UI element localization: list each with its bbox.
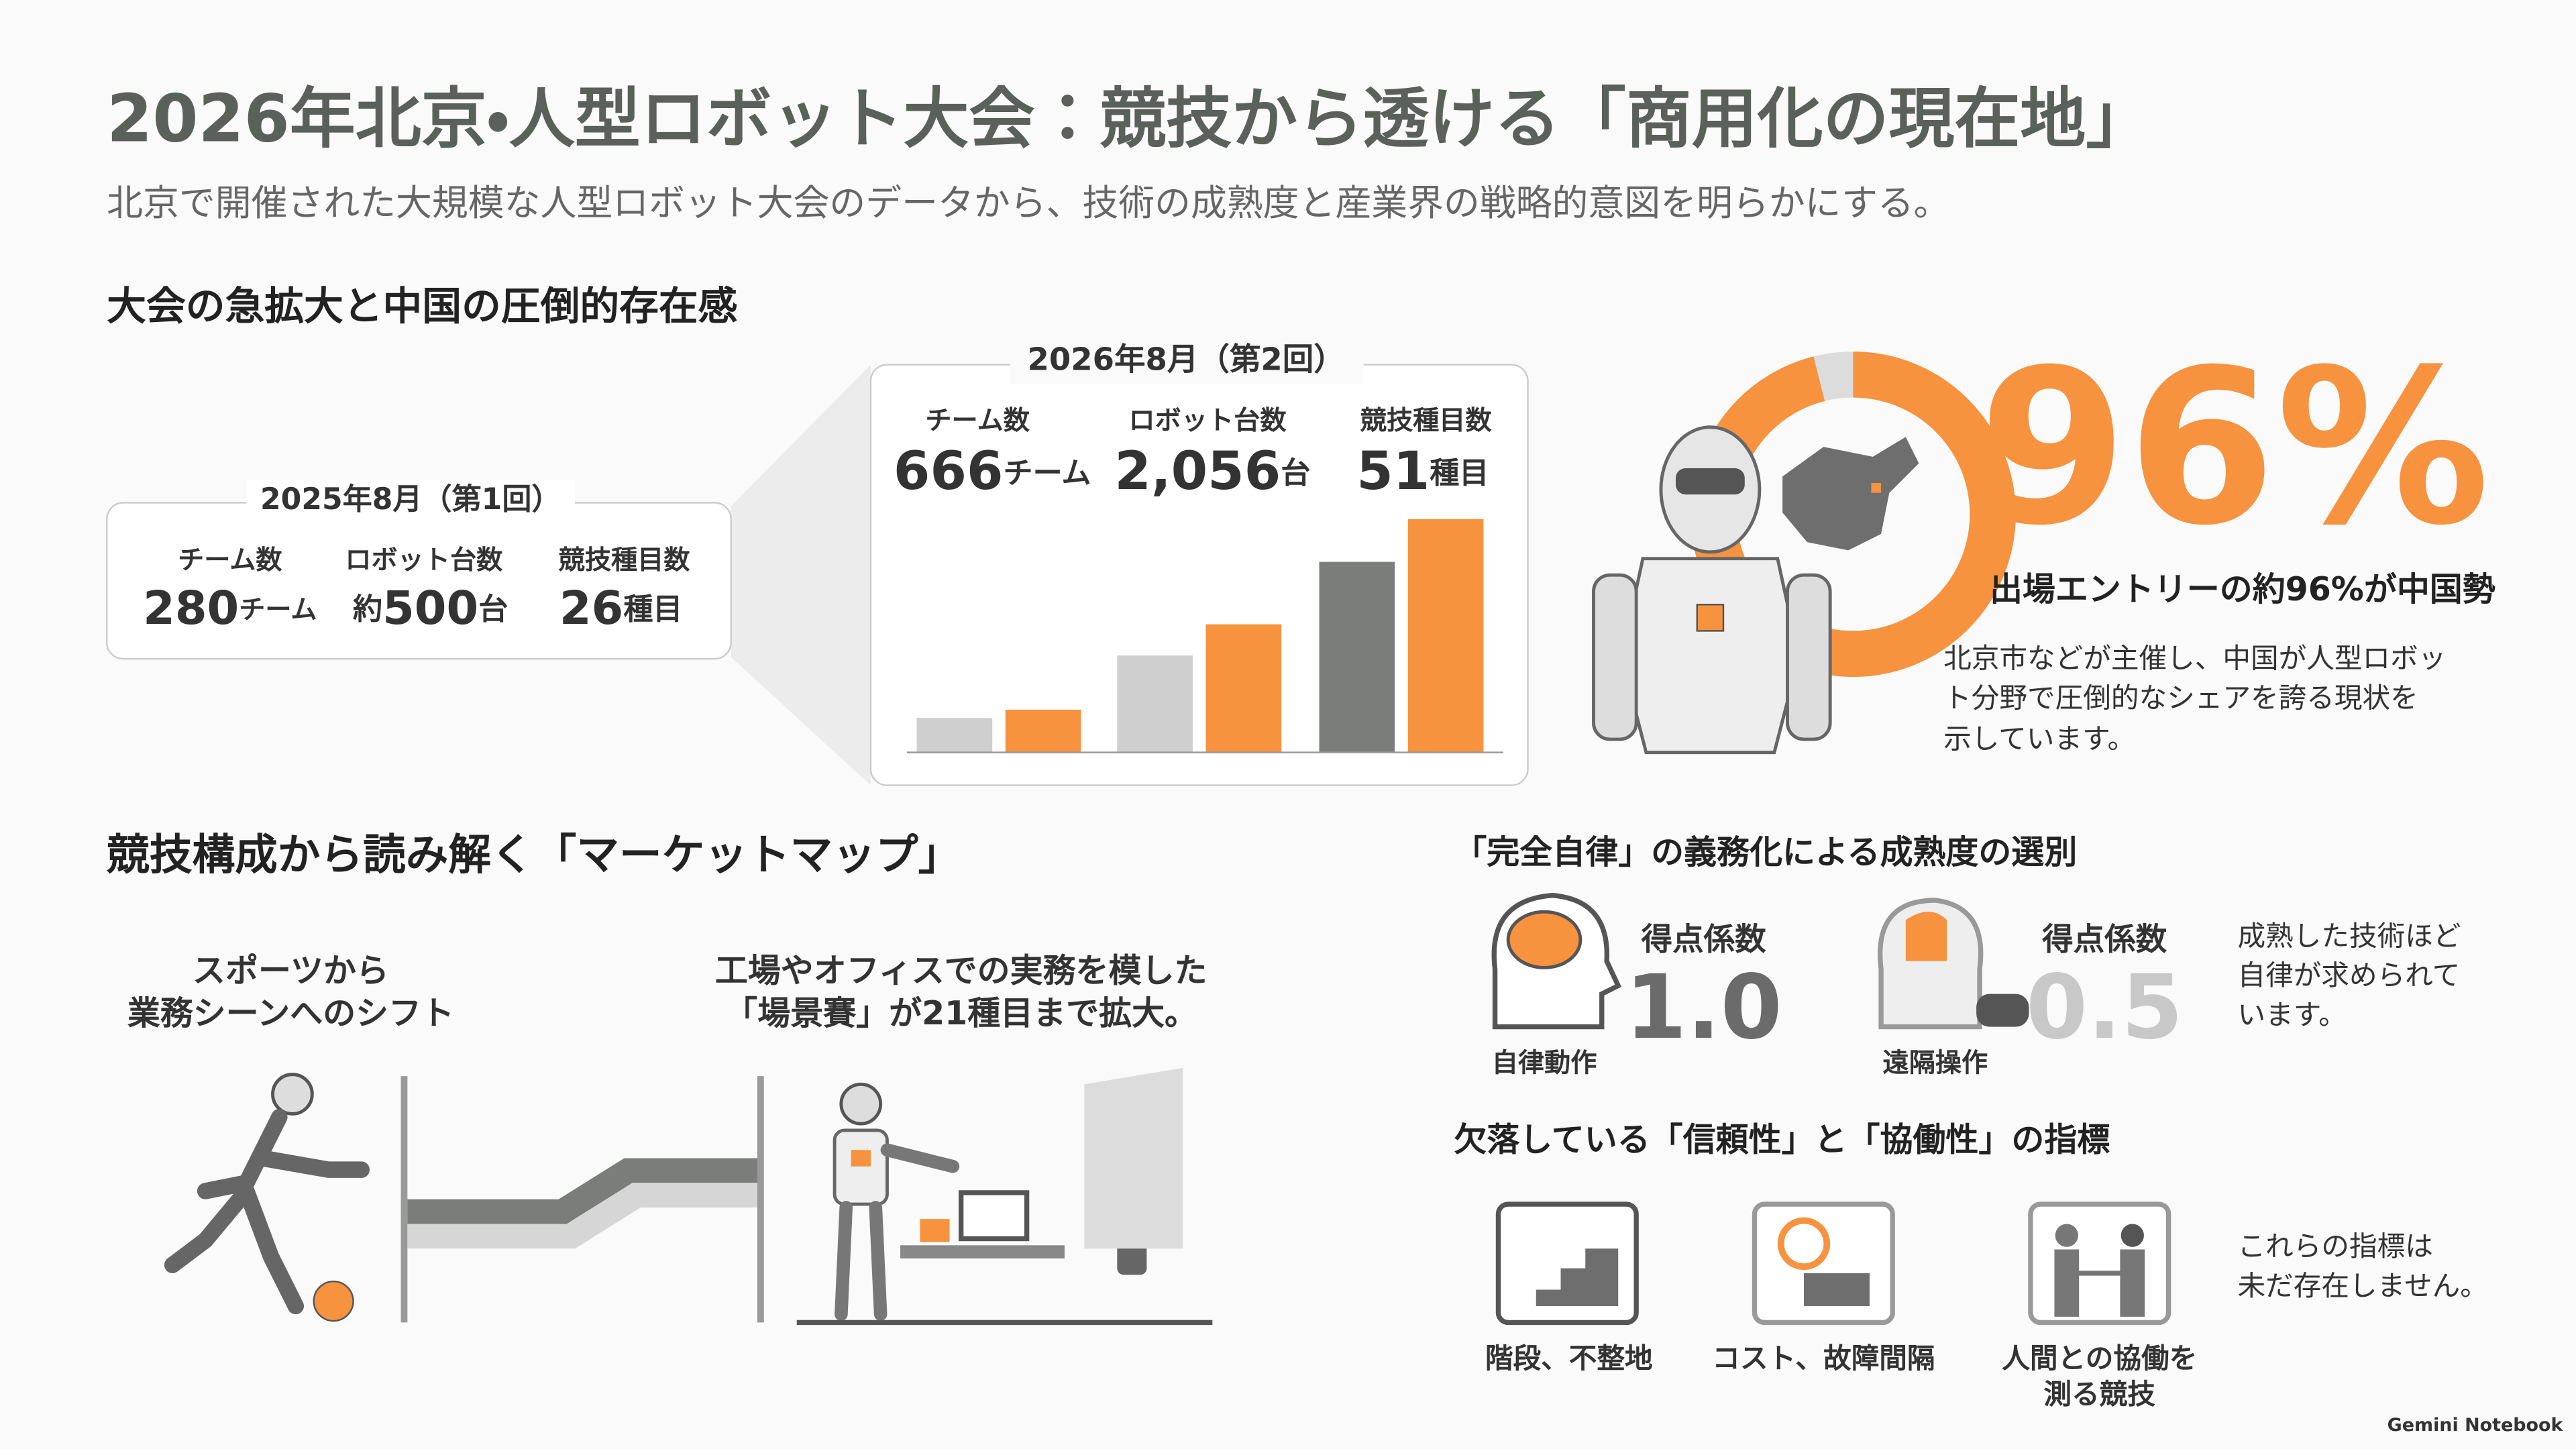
description-line: ト分野で圧倒的なシェアを誇る現状を bbox=[1943, 681, 2418, 714]
item-label: 測る競技 bbox=[2044, 1378, 2156, 1411]
coef-label: 得点係数 bbox=[2042, 921, 2167, 957]
stat-value: 2,056台 bbox=[1114, 441, 1310, 502]
bar bbox=[1407, 519, 1484, 753]
stat-label: チーム数 bbox=[925, 406, 1030, 436]
china-map bbox=[1782, 437, 1919, 551]
robot-illustration bbox=[1592, 425, 1832, 755]
section-heading: 「完全自律」の義務化による成熟度の選別 bbox=[1454, 833, 2077, 871]
note-line: います。 bbox=[2238, 998, 2347, 1031]
edition-label: 2025年8月（第1回） bbox=[260, 482, 561, 517]
item-label: コスト、故障間隔 bbox=[1712, 1342, 1935, 1375]
label-bg bbox=[1010, 338, 1364, 385]
prefix: 約 bbox=[353, 592, 382, 627]
stat-value: 約500台 bbox=[353, 582, 508, 635]
caption-line: 「場景賽」が21種目まで拡大。 bbox=[724, 994, 1197, 1032]
number: 500 bbox=[382, 582, 478, 635]
mode-label: 自律動作 bbox=[1492, 1048, 1597, 1078]
stat-label: ロボット台数 bbox=[1128, 406, 1287, 436]
coef-label: 得点係数 bbox=[1642, 921, 1767, 957]
label-bg bbox=[246, 480, 576, 523]
note-line: 成熟した技術ほど bbox=[2238, 919, 2461, 952]
bar bbox=[916, 718, 993, 753]
unit: 種目 bbox=[623, 592, 682, 627]
caption-line: 業務シーンへのシフト bbox=[127, 994, 454, 1032]
stat-value: 26種目 bbox=[559, 582, 683, 635]
connector bbox=[731, 364, 871, 786]
item-label: 人間との協働を bbox=[2002, 1342, 2197, 1375]
share-figure: 96% bbox=[1979, 324, 2490, 573]
number: 2,056 bbox=[1114, 441, 1281, 502]
stat-label: 競技種目数 bbox=[1360, 406, 1493, 436]
stat-label: ロボット台数 bbox=[345, 545, 503, 576]
remote-icon bbox=[1878, 898, 2029, 1030]
puzzle-icons bbox=[1495, 1201, 2171, 1326]
coef-value: 0.5 bbox=[2026, 956, 2183, 1059]
edition-label: 2026年8月（第2回） bbox=[1028, 341, 1345, 377]
section-heading: 大会の急拡大と中国の圧倒的存在感 bbox=[107, 283, 737, 329]
growth-bars bbox=[906, 519, 1503, 753]
unit: 台 bbox=[1281, 456, 1310, 490]
unit: 台 bbox=[478, 592, 508, 627]
caption-line: 工場やオフィスでの実務を模した bbox=[715, 951, 1208, 989]
note-line: 未だ存在しません。 bbox=[2238, 1269, 2488, 1302]
number: 26 bbox=[559, 582, 623, 635]
brain-icon bbox=[1491, 893, 1622, 1030]
unit: チーム bbox=[1004, 456, 1091, 490]
number: 51 bbox=[1356, 441, 1430, 502]
edition-card bbox=[105, 502, 733, 660]
section-heading: 欠落している「信頼性」と「協働性」の指標 bbox=[1454, 1121, 2110, 1159]
description-line: 示しています。 bbox=[1943, 722, 2135, 755]
stat-value: 666チーム bbox=[894, 441, 1091, 502]
mode-label: 遠隔操作 bbox=[1883, 1048, 1988, 1078]
number: 280 bbox=[143, 582, 239, 635]
stat-label: チーム数 bbox=[178, 545, 282, 576]
beijing-marker bbox=[1871, 483, 1882, 493]
note-line: 自律が求められて bbox=[2238, 959, 2461, 991]
description-line: 北京市などが主催し、中国が人型ロボッ bbox=[1943, 641, 2446, 674]
market-illustration bbox=[164, 1067, 1213, 1326]
unit: チーム bbox=[239, 595, 317, 625]
item-label: 階段、不整地 bbox=[1485, 1342, 1653, 1375]
bar bbox=[1205, 624, 1282, 753]
unit: 種目 bbox=[1430, 456, 1489, 490]
bar bbox=[1319, 561, 1395, 753]
share-caption: 出場エントリーの約96%が中国勢 bbox=[1990, 570, 2496, 608]
caption-line: スポーツから bbox=[193, 951, 389, 989]
number: 666 bbox=[894, 441, 1004, 502]
stat-label: 競技種目数 bbox=[558, 545, 691, 576]
stat-value: 280チーム bbox=[143, 582, 317, 635]
subtitle: 北京で開催された大規模な人型ロボット大会のデータから、技術の成熟度と産業界の戦略… bbox=[107, 182, 1949, 224]
footer: Gemini Notebook bbox=[2387, 1415, 2564, 1436]
section-heading: 競技構成から読み解く「マーケットマップ」 bbox=[106, 830, 961, 880]
stat-value: 51種目 bbox=[1356, 441, 1489, 502]
bar bbox=[1005, 709, 1081, 753]
title: 2026年北京・人型ロボット大会：競技から透ける「商用化の現在地」 bbox=[107, 81, 2151, 158]
note-line: これらの指標は bbox=[2238, 1230, 2433, 1263]
coef-value: 1.0 bbox=[1625, 956, 1782, 1059]
bar bbox=[1117, 655, 1193, 753]
